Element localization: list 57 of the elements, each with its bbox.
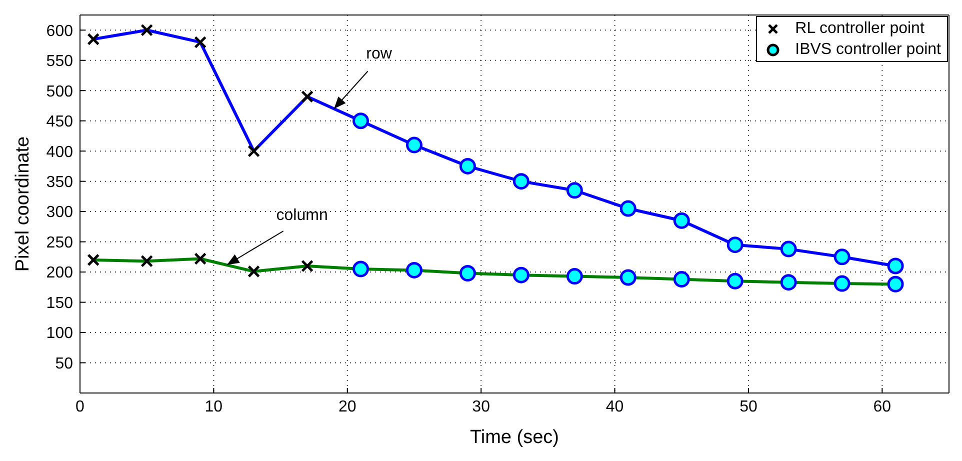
point — [780, 240, 797, 258]
y-tick-label: 300 — [46, 204, 74, 222]
y-axis-title: Pixel coordinate — [12, 136, 34, 272]
x-axis-title: Time (sec) — [470, 427, 560, 448]
point — [834, 275, 850, 292]
point — [673, 212, 690, 229]
point — [87, 32, 100, 46]
point — [459, 265, 476, 282]
y-tick-label: 550 — [46, 53, 74, 70]
point — [352, 260, 370, 278]
point — [512, 173, 530, 190]
point — [248, 144, 260, 158]
point — [566, 268, 583, 285]
x-tick-label: 0 — [76, 398, 85, 416]
point — [248, 265, 260, 278]
y-tick-label: 600 — [46, 22, 74, 40]
point — [194, 252, 207, 265]
legend-label: RL controller point — [795, 19, 924, 39]
point — [512, 266, 530, 284]
point — [406, 262, 422, 278]
x-tick-label: 50 — [740, 398, 758, 416]
point — [620, 200, 636, 217]
x-tick-label: 60 — [873, 398, 892, 416]
point — [301, 260, 314, 272]
point — [834, 248, 850, 266]
y-tick-label: 350 — [46, 174, 74, 191]
point — [620, 269, 636, 286]
y-tick-label: 150 — [46, 294, 74, 312]
point — [301, 90, 314, 103]
annotation: column — [276, 206, 328, 224]
point — [887, 276, 904, 292]
y-tick-label: 100 — [46, 325, 74, 342]
y-tick-label: 250 — [46, 234, 74, 252]
point — [780, 274, 797, 291]
point — [726, 272, 744, 290]
y-tick-label: 50 — [55, 355, 74, 372]
annotation: row — [366, 46, 392, 63]
point — [140, 254, 154, 268]
point — [406, 136, 422, 154]
point — [140, 24, 154, 36]
y-tick-label: 400 — [46, 144, 74, 161]
point — [194, 36, 207, 48]
x-tick-label: 10 — [204, 398, 223, 416]
point — [673, 271, 690, 288]
point — [87, 254, 100, 266]
x-tick-label: 30 — [472, 398, 490, 416]
x-tick-label: 20 — [338, 398, 356, 416]
x-tick-label: 40 — [606, 398, 624, 416]
point — [352, 112, 370, 130]
point — [726, 236, 744, 254]
legend-label: IBVS controller point — [795, 40, 941, 60]
point — [887, 258, 904, 274]
point — [566, 182, 583, 199]
point — [459, 158, 476, 174]
y-tick-label: 450 — [46, 114, 74, 131]
y-tick-label: 200 — [46, 264, 74, 282]
y-tick-label: 500 — [46, 83, 74, 100]
